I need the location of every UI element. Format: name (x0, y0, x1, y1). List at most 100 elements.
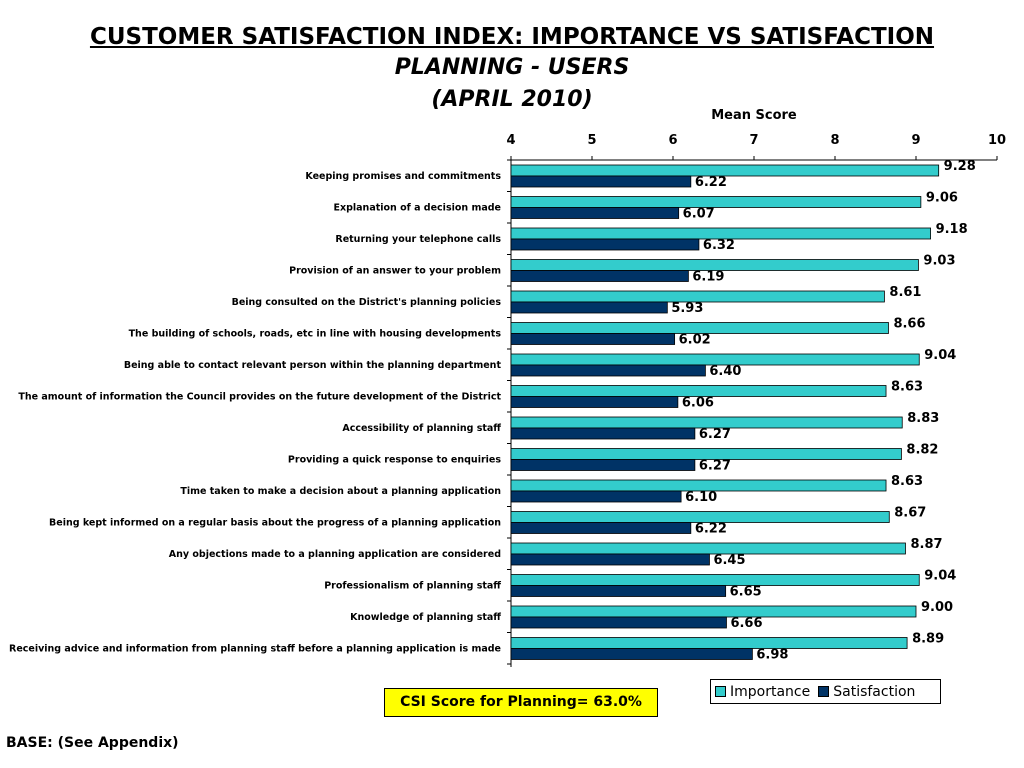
importance-bar (510, 479, 887, 492)
satisfaction-value-label: 6.66 (730, 616, 762, 631)
importance-bar (510, 416, 903, 429)
category-label: Returning your telephone calls (335, 234, 501, 245)
importance-value-label: 9.28 (944, 159, 976, 174)
importance-value-label: 9.00 (921, 600, 953, 615)
legend-label-importance: Importance (730, 683, 811, 700)
importance-bar (510, 353, 920, 366)
x-axis-label: Mean Score (711, 108, 797, 123)
importance-value-label: 8.82 (906, 443, 938, 458)
importance-bar (510, 542, 906, 555)
satisfaction-bar (510, 238, 700, 251)
satisfaction-value-label: 6.22 (695, 522, 727, 537)
satisfaction-bar (510, 490, 682, 503)
satisfaction-value-label: 6.98 (756, 648, 788, 663)
importance-bar (510, 164, 940, 177)
chart-legend: Importance Satisfaction (710, 679, 941, 704)
importance-value-label: 9.03 (923, 254, 955, 269)
category-label: Time taken to make a decision about a pl… (180, 486, 501, 497)
category-label: Explanation of a decision made (333, 202, 501, 213)
satisfaction-bar (510, 364, 706, 377)
chart-subtitle: PLANNING - USERS (394, 55, 630, 80)
satisfaction-bar (510, 207, 680, 219)
category-label: Professionalism of planning staff (324, 580, 501, 591)
satisfaction-value-label: 6.19 (692, 270, 724, 285)
importance-value-label: 8.83 (907, 411, 939, 426)
importance-value-label: 8.89 (912, 632, 944, 647)
category-label: Keeping promises and commitments (305, 171, 501, 182)
importance-value-label: 8.67 (894, 506, 926, 521)
importance-value-label: 8.66 (893, 317, 925, 332)
importance-bar (510, 290, 885, 303)
category-label: Providing a quick response to enquiries (288, 454, 501, 465)
importance-bar (510, 259, 919, 271)
chart-date: (APRIL 2010) (431, 87, 593, 112)
satisfaction-value-label: 6.02 (679, 333, 711, 348)
satisfaction-bar (510, 616, 727, 629)
satisfaction-value-label: 6.22 (695, 175, 727, 190)
importance-bar (510, 511, 890, 523)
satisfaction-value-label: 6.27 (699, 459, 731, 474)
importance-value-label: 9.06 (926, 191, 958, 206)
chart-title: CUSTOMER SATISFACTION INDEX: IMPORTANCE … (89, 24, 935, 50)
category-label: The building of schools, roads, etc in l… (129, 328, 502, 339)
csi-score-box: CSI Score for Planning= 63.0% (384, 688, 658, 717)
satisfaction-value-label: 6.65 (730, 585, 762, 600)
x-tick-label: 8 (830, 133, 839, 148)
satisfaction-value-label: 6.27 (699, 427, 731, 442)
satisfaction-bar (510, 333, 676, 345)
satisfaction-value-label: 6.40 (709, 364, 741, 379)
importance-value-label: 9.18 (936, 222, 968, 237)
legend-swatch-importance (715, 686, 726, 697)
satisfaction-value-label: 5.93 (671, 301, 703, 316)
category-label: Being consulted on the District's planni… (232, 297, 502, 308)
satisfaction-value-label: 6.07 (683, 207, 715, 222)
satisfaction-bar (510, 585, 727, 597)
importance-bar (510, 574, 920, 586)
legend-item-importance: Importance (715, 684, 810, 700)
x-tick-label: 7 (749, 133, 758, 148)
legend-swatch-satisfaction (818, 686, 830, 697)
importance-value-label: 8.87 (910, 537, 942, 552)
importance-value-label: 8.63 (891, 474, 923, 489)
base-note: BASE: (See Appendix) (6, 735, 179, 751)
satisfaction-bar (510, 396, 679, 408)
importance-bar (510, 637, 908, 649)
category-label: Accessibility of planning staff (342, 423, 501, 434)
legend-label-satisfaction: Satisfaction (833, 683, 916, 700)
importance-value-label: 8.63 (891, 380, 923, 395)
importance-value-label: 9.04 (924, 569, 956, 584)
category-label: The amount of information the Council pr… (18, 391, 501, 402)
importance-bar (510, 385, 887, 397)
satisfaction-bar (510, 427, 696, 440)
x-tick-label: 9 (911, 133, 920, 148)
satisfaction-value-label: 6.32 (703, 238, 735, 253)
x-tick-label: 10 (988, 133, 1006, 148)
satisfaction-bar (510, 459, 696, 471)
x-tick-label: 4 (506, 133, 515, 148)
satisfaction-bar (510, 175, 692, 188)
satisfaction-value-label: 6.10 (685, 490, 717, 505)
importance-bar (510, 196, 922, 208)
importance-value-label: 8.61 (889, 285, 921, 300)
category-label: Knowledge of planning staff (350, 612, 501, 623)
satisfaction-bar (510, 553, 710, 566)
importance-value-label: 9.04 (924, 348, 956, 363)
category-label: Being kept informed on a regular basis a… (49, 517, 501, 528)
legend-item-satisfaction: Satisfaction (818, 684, 915, 700)
importance-bar (510, 227, 931, 240)
category-label: Being able to contact relevant person wi… (124, 360, 502, 371)
x-tick-label: 5 (587, 133, 596, 148)
satisfaction-bar (510, 522, 692, 534)
category-label: Receiving advice and information from pl… (9, 643, 501, 654)
satisfaction-value-label: 6.06 (682, 396, 714, 411)
satisfaction-value-label: 6.45 (713, 553, 745, 568)
satisfaction-bar (510, 270, 689, 282)
satisfaction-bar (510, 648, 753, 660)
category-label: Any objections made to a planning applic… (169, 549, 501, 560)
x-tick-label: 6 (668, 133, 677, 148)
satisfaction-bar (510, 301, 668, 314)
importance-bar (510, 322, 889, 334)
category-label: Provision of an answer to your problem (289, 265, 501, 276)
importance-bar (510, 605, 917, 618)
